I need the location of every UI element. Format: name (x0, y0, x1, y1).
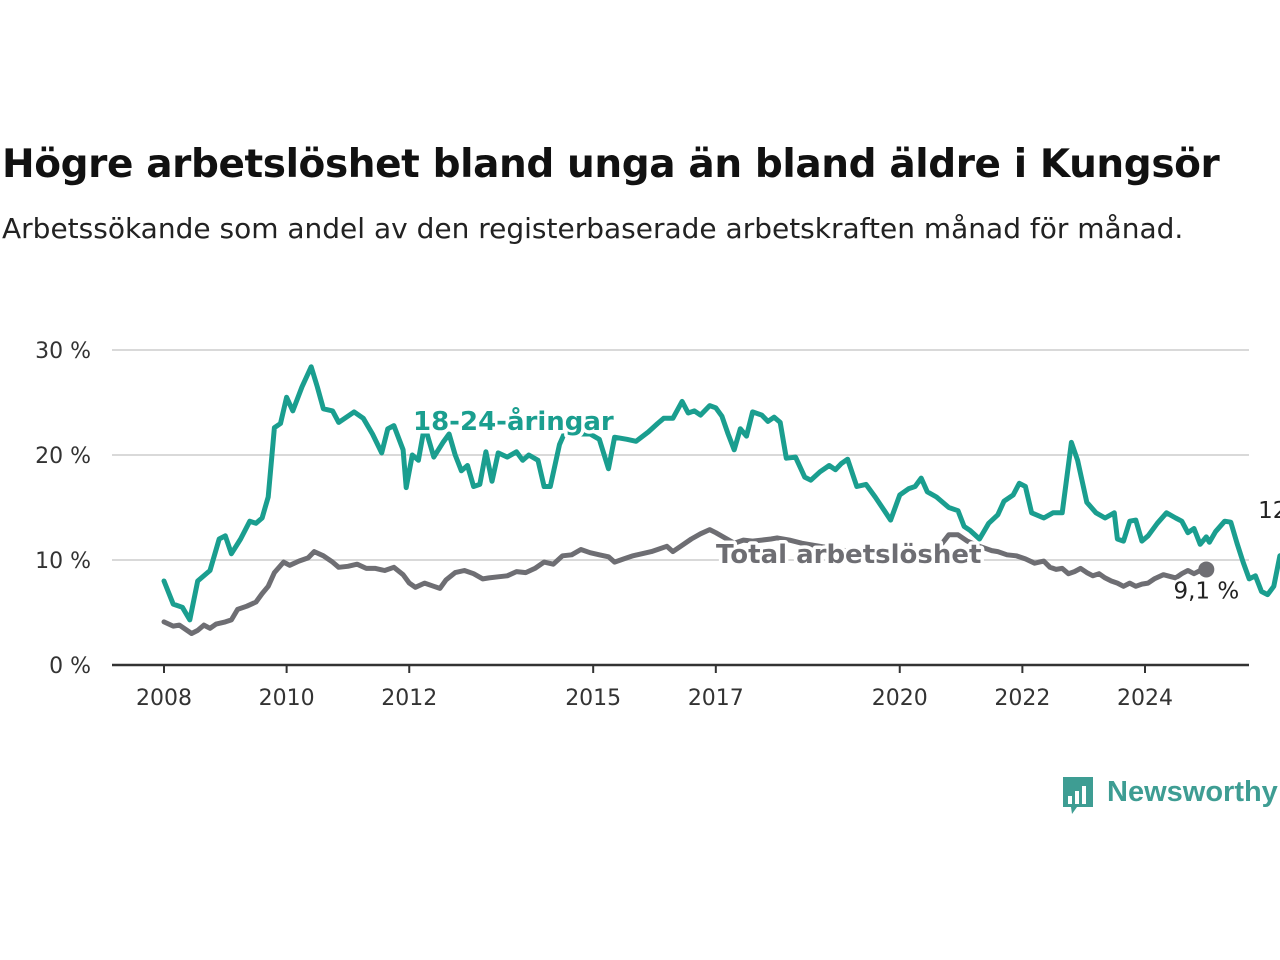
brand-name: Newsworthy (1107, 776, 1278, 808)
series-name-label: Total arbetslöshet (716, 540, 981, 570)
x-tick-label: 2022 (994, 686, 1050, 711)
chart-title: Högre arbetslöshet bland unga än bland ä… (2, 142, 1220, 187)
y-tick-label: 20 % (35, 444, 91, 469)
series-line (161, 527, 1209, 636)
series-line (161, 364, 1280, 623)
x-tick-label: 2017 (688, 686, 744, 711)
newsworthy-chart-bubble-icon (1063, 777, 1093, 814)
y-tick-label: 10 % (35, 549, 91, 574)
series-end-value: 9,1 % (1173, 578, 1239, 604)
y-axis-tick-labels: 0 % 10 % 20 % 30 % (35, 339, 91, 679)
y-tick-label: 0 % (49, 654, 91, 679)
series-end-value: 12,4 % (1258, 498, 1280, 524)
x-tick-label: 2024 (1117, 686, 1173, 711)
series-name-label: 18-24-åringar (413, 405, 614, 437)
x-axis-ticks: 2008 2010 2012 2015 2017 2020 2022 2024 (136, 665, 1173, 711)
y-gridlines (112, 349, 1249, 561)
line-chart: 0 % 10 % 20 % 30 % 2008 2010 2012 2015 2017 2020… (35, 339, 1280, 711)
series-labels: 18-24-åringar Total arbetslöshet 12,4 % 9,1… (410, 402, 1280, 607)
newsworthy-logo: Newsworthy (1060, 774, 1278, 820)
y-tick-label: 30 % (35, 339, 91, 364)
x-tick-label: 2008 (136, 686, 192, 711)
x-tick-label: 2015 (565, 686, 621, 711)
x-tick-label: 2012 (381, 686, 437, 711)
x-tick-label: 2010 (259, 686, 315, 711)
x-tick-label: 2020 (872, 686, 928, 711)
chart-subtitle: Arbetssökande som andel av den registerb… (2, 212, 1184, 245)
series-lines (161, 364, 1280, 636)
series-end-marker (1198, 561, 1215, 578)
